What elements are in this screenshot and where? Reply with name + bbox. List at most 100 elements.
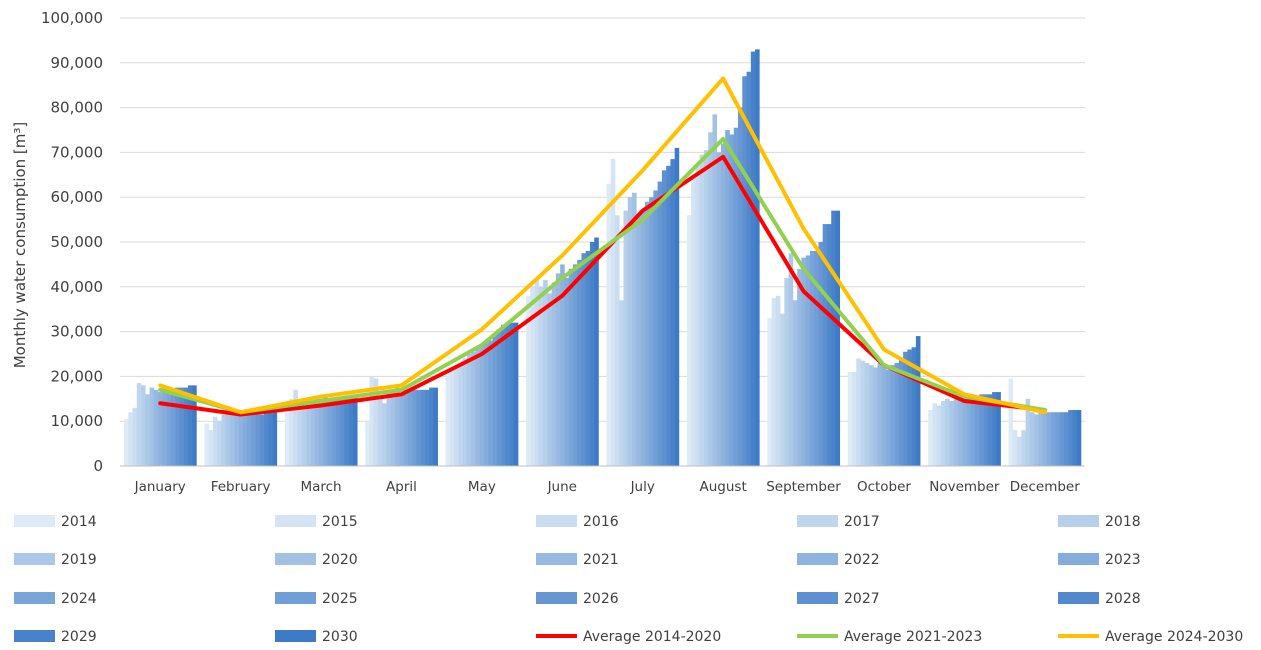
bar-2014 xyxy=(365,420,370,466)
bar-2025 xyxy=(1055,412,1061,466)
bar-2029 xyxy=(348,396,354,466)
y-axis-label: Monthly water consumption [m³] xyxy=(11,122,29,369)
bar-2023 xyxy=(403,389,409,466)
bar-2021 xyxy=(555,273,561,466)
bar-2023 xyxy=(242,412,248,466)
bar-2028 xyxy=(424,389,430,466)
bar-2014 xyxy=(686,215,692,466)
bar-2015 xyxy=(771,298,777,466)
legend-label: 2020 xyxy=(322,552,358,568)
bar-2023 xyxy=(323,396,328,466)
bar-2018 xyxy=(623,210,629,466)
bar-2014 xyxy=(284,412,290,466)
bar-2026 xyxy=(738,107,743,466)
legend-label: 2022 xyxy=(844,552,880,568)
bar-2023 xyxy=(725,130,730,466)
legend-swatch xyxy=(14,592,55,604)
bar-2026 xyxy=(496,329,502,466)
bar-2027 xyxy=(1063,412,1069,466)
bar-2029 xyxy=(268,412,273,466)
bar-2023 xyxy=(644,201,650,466)
legend-label: 2026 xyxy=(583,591,619,607)
legend-label: 2017 xyxy=(844,514,880,530)
bar-2030 xyxy=(352,396,358,466)
bar-2026 xyxy=(818,242,824,466)
bar-2028 xyxy=(826,224,832,466)
x-tick-label: February xyxy=(211,479,271,495)
bar-2027 xyxy=(903,351,908,466)
legend-swatch xyxy=(1058,515,1099,527)
bar-2022 xyxy=(399,394,404,466)
legend-label: 2027 xyxy=(844,591,880,607)
bar-2027 xyxy=(581,253,587,466)
bar-2017 xyxy=(297,407,303,466)
bar-2016 xyxy=(615,215,620,466)
bar-2028 xyxy=(666,165,671,466)
bar-2028 xyxy=(264,412,269,466)
bar-2015 xyxy=(610,159,616,466)
bar-2028 xyxy=(344,396,350,466)
average-lines xyxy=(158,76,1047,417)
legend-swatch xyxy=(275,630,316,642)
legend-swatch xyxy=(14,553,55,565)
bar-2017 xyxy=(699,154,705,466)
bar-2019 xyxy=(466,354,472,466)
bar-2021 xyxy=(877,362,883,466)
bar-2017 xyxy=(1021,430,1026,466)
bar-2026 xyxy=(657,181,663,466)
x-tick-label: April xyxy=(386,479,417,495)
bar-2029 xyxy=(589,242,595,466)
legend-label: 2014 xyxy=(61,514,97,530)
bar-2014 xyxy=(928,410,933,466)
bar-2015 xyxy=(208,430,214,466)
bar-2026 xyxy=(335,398,341,466)
bar-2020 xyxy=(712,114,718,466)
bar-2030 xyxy=(513,322,519,466)
bar-2020 xyxy=(632,192,637,466)
legend-swatch xyxy=(536,592,577,604)
bar-2029 xyxy=(670,159,675,466)
bar-2030 xyxy=(1076,410,1082,466)
axes: 0 10,000 20,000 30,000 40,000 50,000 60,000 70,… xyxy=(41,9,1085,495)
bar-2015 xyxy=(530,286,535,466)
bar-2025 xyxy=(572,264,578,466)
bar-2018 xyxy=(543,280,548,466)
line-Average 2024-2030 xyxy=(158,76,1047,415)
bar-2026 xyxy=(255,414,261,466)
bar-2014 xyxy=(204,423,209,466)
bar-2022 xyxy=(801,257,806,466)
bar-2014 xyxy=(767,318,772,466)
x-tick-label: October xyxy=(857,479,911,495)
bar-2014 xyxy=(124,418,129,466)
bar-2020 xyxy=(310,401,315,466)
bar-2015 xyxy=(852,371,857,466)
bar-2026 xyxy=(175,387,180,466)
bar-2023 xyxy=(966,396,972,466)
bar-2014 xyxy=(606,183,612,466)
bar-2030 xyxy=(272,412,278,466)
legend-swatch xyxy=(14,630,55,642)
bar-2028 xyxy=(183,387,189,466)
bar-2016 xyxy=(775,295,781,466)
bar-2025 xyxy=(492,333,498,466)
bar-2024 xyxy=(568,268,574,466)
legend-label: 2029 xyxy=(61,629,97,645)
y-tick-label: 40,000 xyxy=(51,278,104,296)
bar-2019 xyxy=(306,403,311,466)
bar-2021 xyxy=(1038,412,1043,466)
legend-swatch xyxy=(14,515,55,527)
bar-2018 xyxy=(864,362,870,466)
bar-2019 xyxy=(708,132,713,467)
legend-label: 2018 xyxy=(1105,514,1141,530)
bar-2027 xyxy=(259,414,265,466)
bar-2027 xyxy=(742,76,747,467)
bar-2021 xyxy=(797,268,802,466)
bar-2028 xyxy=(746,71,752,466)
bar-2029 xyxy=(911,347,917,466)
bar-2020 xyxy=(551,282,557,466)
bar-2020 xyxy=(471,351,476,466)
legend-label: 2019 xyxy=(61,552,97,568)
bar-2017 xyxy=(940,401,946,466)
bar-2022 xyxy=(560,264,565,466)
